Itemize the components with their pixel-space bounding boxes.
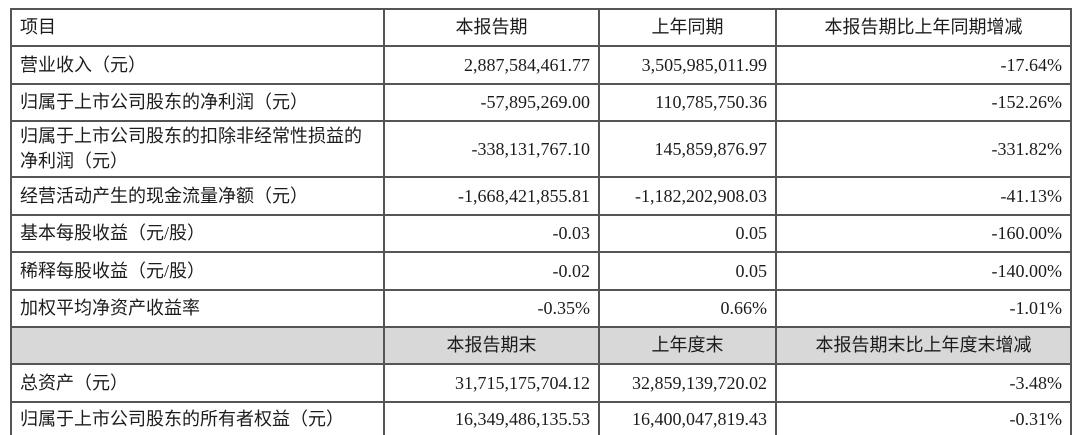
row-label-diluted-eps: 稀释每股收益（元/股）	[10, 251, 385, 291]
table-row: 基本每股收益（元/股） -0.03 0.05 -160.00%	[10, 214, 1072, 253]
cell-current: 31,715,175,704.12	[383, 363, 600, 403]
cell-prior: 32,859,139,720.02	[598, 363, 777, 403]
table-row: 归属于上市公司股东的扣除非经常性损益的净利润（元） -338,131,767.1…	[10, 120, 1072, 178]
row-label-total-assets: 总资产（元）	[10, 363, 385, 403]
cell-current: -0.35%	[383, 289, 600, 328]
cell-prior: 0.66%	[598, 289, 777, 328]
cell-prior: 110,785,750.36	[598, 83, 777, 122]
cell-prior: -1,182,202,908.03	[598, 176, 777, 216]
row-label-basic-eps: 基本每股收益（元/股）	[10, 214, 385, 253]
table-row: 营业收入（元） 2,887,584,461.77 3,505,985,011.9…	[10, 45, 1072, 85]
header-prior-period: 上年同期	[598, 8, 777, 47]
cell-change: -152.26%	[775, 83, 1072, 122]
table-mid-header-row: 本报告期末 上年度末 本报告期末比上年度末增减	[10, 326, 1072, 365]
cell-change: -160.00%	[775, 214, 1072, 253]
cell-current: -338,131,767.10	[383, 120, 600, 178]
mid-header-change: 本报告期末比上年度末增减	[775, 326, 1072, 365]
financial-summary-table: 项目 本报告期 上年同期 本报告期比上年同期增减 营业收入（元） 2,887,5…	[10, 8, 1072, 435]
mid-header-prior-year-end: 上年度末	[598, 326, 777, 365]
cell-current: 2,887,584,461.77	[383, 45, 600, 85]
header-item: 项目	[10, 8, 385, 47]
cell-prior: 3,505,985,011.99	[598, 45, 777, 85]
cell-current: 16,349,486,135.53	[383, 401, 600, 435]
table-row: 归属于上市公司股东的净利润（元） -57,895,269.00 110,785,…	[10, 83, 1072, 122]
row-label-operating-cash-flow: 经营活动产生的现金流量净额（元）	[10, 176, 385, 216]
cell-prior: 0.05	[598, 214, 777, 253]
table-row: 经营活动产生的现金流量净额（元） -1,668,421,855.81 -1,18…	[10, 176, 1072, 216]
cell-current: -1,668,421,855.81	[383, 176, 600, 216]
table-header-row: 项目 本报告期 上年同期 本报告期比上年同期增减	[10, 8, 1072, 47]
header-current-period: 本报告期	[383, 8, 600, 47]
cell-current: -0.02	[383, 251, 600, 291]
row-label-revenue: 营业收入（元）	[10, 45, 385, 85]
row-label-net-profit: 归属于上市公司股东的净利润（元）	[10, 83, 385, 122]
cell-prior: 16,400,047,819.43	[598, 401, 777, 435]
row-label-shareholders-equity: 归属于上市公司股东的所有者权益（元）	[10, 401, 385, 435]
cell-change: -331.82%	[775, 120, 1072, 178]
mid-header-period-end: 本报告期末	[383, 326, 600, 365]
cell-change: -41.13%	[775, 176, 1072, 216]
table-row: 稀释每股收益（元/股） -0.02 0.05 -140.00%	[10, 251, 1072, 291]
cell-current: -57,895,269.00	[383, 83, 600, 122]
cell-prior: 145,859,876.97	[598, 120, 777, 178]
header-change: 本报告期比上年同期增减	[775, 8, 1072, 47]
cell-change: -17.64%	[775, 45, 1072, 85]
table-row: 总资产（元） 31,715,175,704.12 32,859,139,720.…	[10, 363, 1072, 403]
cell-current: -0.03	[383, 214, 600, 253]
cell-change: -0.31%	[775, 401, 1072, 435]
cell-change: -3.48%	[775, 363, 1072, 403]
mid-header-empty	[10, 326, 385, 365]
cell-change: -1.01%	[775, 289, 1072, 328]
table-row: 归属于上市公司股东的所有者权益（元） 16,349,486,135.53 16,…	[10, 401, 1072, 435]
cell-prior: 0.05	[598, 251, 777, 291]
table-row: 加权平均净资产收益率 -0.35% 0.66% -1.01%	[10, 289, 1072, 328]
row-label-weighted-avg-roe: 加权平均净资产收益率	[10, 289, 385, 328]
cell-change: -140.00%	[775, 251, 1072, 291]
row-label-net-profit-excl-nonrecurring: 归属于上市公司股东的扣除非经常性损益的净利润（元）	[10, 120, 385, 178]
